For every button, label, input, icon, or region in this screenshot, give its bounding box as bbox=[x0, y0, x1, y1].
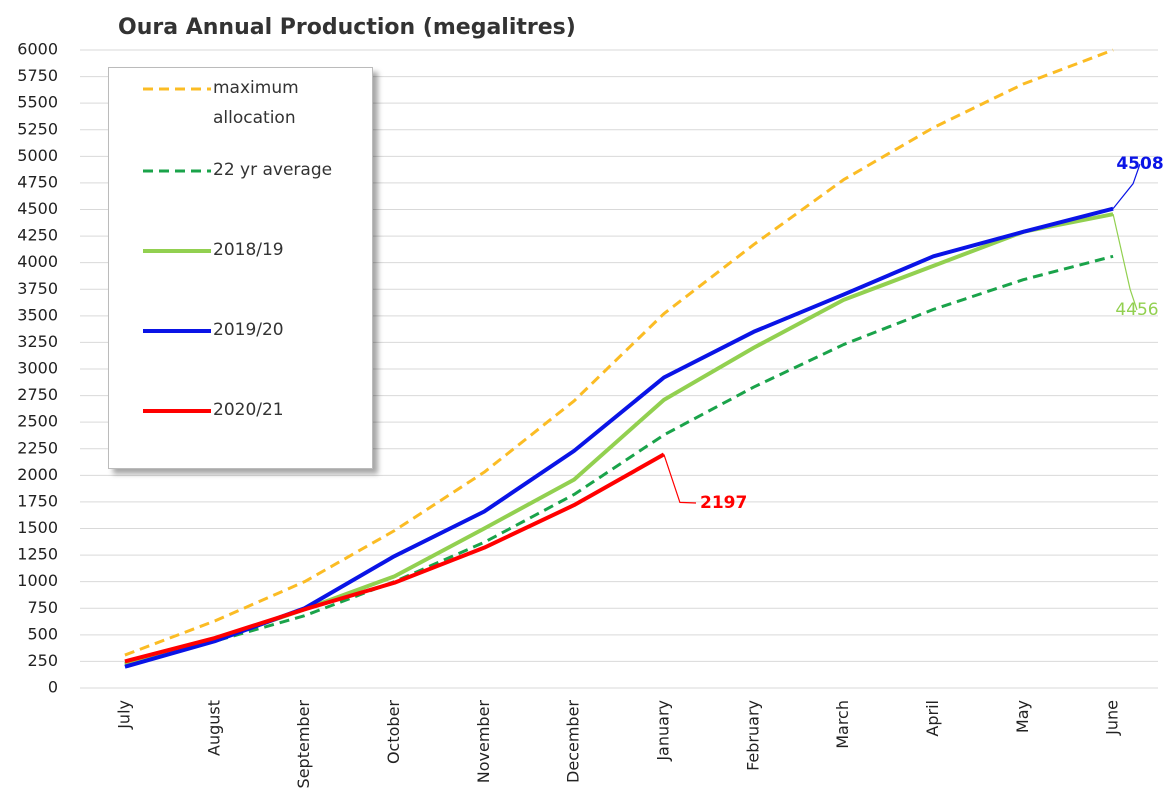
legend-label: 22 yr average bbox=[213, 160, 333, 180]
series-line bbox=[124, 452, 665, 664]
x-tick-label: March bbox=[833, 700, 852, 749]
y-tick-label: 3750 bbox=[17, 279, 58, 298]
legend-entry: 2019/20 bbox=[143, 320, 333, 345]
legend-swatch bbox=[143, 329, 211, 333]
legend-swatch bbox=[143, 87, 211, 91]
legend-entry: 22 yr average bbox=[143, 160, 333, 185]
legend-label: maximum allocation bbox=[213, 78, 299, 128]
y-tick-label: 5000 bbox=[17, 146, 58, 165]
x-tick-label: July bbox=[114, 700, 133, 730]
y-tick-label: 750 bbox=[27, 598, 58, 617]
y-tick-label: 3250 bbox=[17, 332, 58, 351]
y-tick-label: 4250 bbox=[17, 226, 58, 245]
y-tick-label: 5500 bbox=[17, 93, 58, 112]
y-tick-label: 5750 bbox=[17, 66, 58, 85]
x-tick-label: May bbox=[1013, 700, 1032, 733]
y-tick-label: 5250 bbox=[17, 119, 58, 138]
leader-line bbox=[1112, 163, 1141, 210]
y-tick-label: 4000 bbox=[17, 252, 58, 271]
y-tick-label: 2750 bbox=[17, 385, 58, 404]
legend-swatch bbox=[143, 169, 211, 173]
y-tick-label: 2000 bbox=[17, 465, 58, 484]
legend-entry: 2020/21 bbox=[143, 400, 333, 425]
y-tick-label: 0 bbox=[48, 678, 58, 697]
y-tick-label: 1750 bbox=[17, 491, 58, 510]
legend-swatch bbox=[143, 249, 211, 253]
y-tick-label: 1000 bbox=[17, 571, 58, 590]
x-tick-label: December bbox=[564, 700, 583, 783]
data-label: 4456 bbox=[1115, 300, 1158, 320]
y-tick-label: 4500 bbox=[17, 199, 58, 218]
x-tick-label: September bbox=[294, 700, 313, 789]
y-tick-label: 1500 bbox=[17, 518, 58, 537]
legend-label: 2020/21 bbox=[213, 400, 284, 420]
x-tick-label: February bbox=[743, 700, 762, 771]
data-label: 2197 bbox=[700, 493, 747, 513]
y-tick-label: 3000 bbox=[17, 359, 58, 378]
legend: maximum allocation 22 yr average 2018/19 20… bbox=[108, 67, 373, 469]
x-tick-label: October bbox=[384, 700, 403, 764]
legend-entry: 2018/19 bbox=[143, 240, 333, 265]
leader-line bbox=[663, 454, 697, 504]
y-tick-label: 2500 bbox=[17, 412, 58, 431]
leader-line bbox=[1112, 214, 1138, 311]
legend-swatch bbox=[143, 409, 211, 413]
x-tick-label: November bbox=[474, 700, 493, 784]
y-tick-label: 250 bbox=[27, 651, 58, 670]
y-tick-label: 6000 bbox=[17, 40, 58, 59]
legend-entry: maximum allocation bbox=[143, 78, 333, 133]
x-tick-label: April bbox=[923, 700, 942, 737]
y-tick-label: 2250 bbox=[17, 438, 58, 457]
y-tick-label: 3500 bbox=[17, 305, 58, 324]
y-tick-label: 4750 bbox=[17, 172, 58, 191]
x-tick-label: June bbox=[1103, 700, 1122, 736]
chart-title: Oura Annual Production (megalitres) bbox=[118, 15, 576, 40]
y-tick-label: 1250 bbox=[17, 545, 58, 564]
series-line bbox=[124, 48, 1114, 657]
legend-label: 2018/19 bbox=[213, 240, 284, 260]
legend-label: 2019/20 bbox=[213, 320, 284, 340]
x-tick-label: January bbox=[653, 700, 672, 762]
data-label: 4508 bbox=[1116, 154, 1163, 174]
series-line bbox=[124, 254, 1114, 665]
x-tick-label: August bbox=[204, 700, 223, 756]
y-tick-label: 500 bbox=[27, 624, 58, 643]
